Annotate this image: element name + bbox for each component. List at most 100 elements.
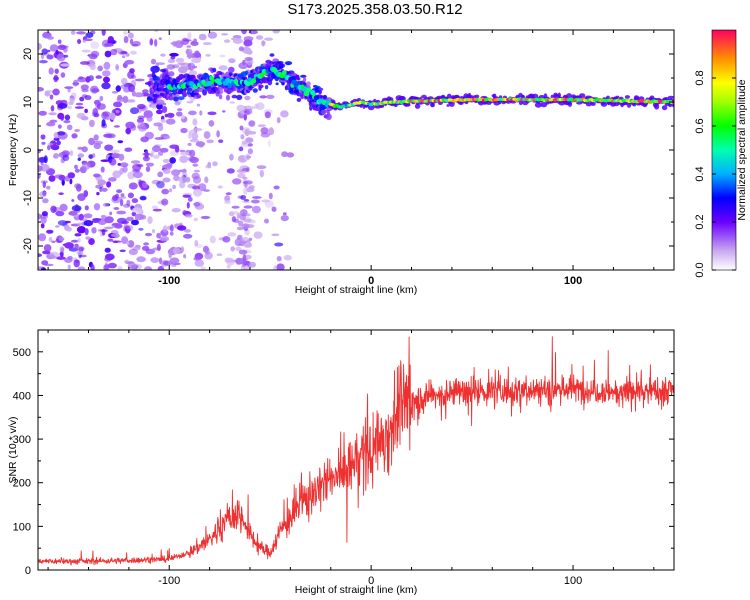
heatmap-noise-blob <box>243 39 253 47</box>
heatmap-noise-blob <box>74 106 84 109</box>
heatmap-ridge-glow <box>667 95 674 99</box>
heatmap-noise-blob <box>161 106 168 113</box>
heatmap-noise-blob <box>225 94 231 101</box>
heatmap-noise-blob <box>74 233 82 237</box>
heatmap-noise-blob <box>77 153 85 158</box>
heatmap-noise-blob <box>172 247 181 255</box>
heatmap-noise-blob <box>177 108 183 111</box>
heatmap-noise-blob <box>59 252 64 257</box>
heatmap-noise-blob <box>161 188 170 195</box>
heatmap-noise-blob <box>218 94 223 100</box>
heatmap-ridge-glow <box>557 92 561 99</box>
heatmap-noise-blob <box>182 194 192 198</box>
heatmap-noise-blob <box>203 131 211 139</box>
heatmap-noise-blob <box>227 232 237 237</box>
heatmap-noise-blob <box>162 177 171 183</box>
snr-x-axis-label: Height of straight line (km) <box>295 584 418 596</box>
heatmap-noise-blob <box>164 113 169 118</box>
heatmap-y-tick-label: 10 <box>22 96 34 108</box>
heatmap-noise-blob <box>64 175 70 182</box>
heatmap-ridge-glow <box>576 101 583 105</box>
heatmap-noise-blob <box>81 146 88 153</box>
heatmap-noise-blob <box>40 52 45 60</box>
heatmap-noise-blob <box>156 103 163 110</box>
heatmap-noise-blob <box>229 153 234 161</box>
colorbar-tick-label: 0.0 <box>694 262 706 277</box>
heatmap-noise-blob <box>70 239 79 243</box>
heatmap-noise-blob <box>253 231 263 239</box>
heatmap-noise-blob <box>101 82 111 90</box>
heatmap-noise-blob <box>91 219 100 223</box>
heatmap-noise-blob <box>271 206 277 212</box>
heatmap-noise-blob <box>130 160 141 164</box>
heatmap-noise-blob <box>120 220 129 225</box>
heatmap-noise-blob <box>272 30 280 34</box>
heatmap-noise-blob <box>126 199 131 207</box>
heatmap-noise-blob <box>238 146 244 152</box>
heatmap-noise-blob <box>176 42 180 46</box>
heatmap-noise-blob <box>171 169 181 177</box>
heatmap-noise-blob <box>57 220 68 226</box>
heatmap-noise-blob <box>40 162 44 166</box>
heatmap-noise-blob <box>181 246 184 253</box>
heatmap-noise-blob <box>99 95 104 102</box>
heatmap-noise-blob <box>158 123 164 132</box>
heatmap-ridge-glow <box>325 113 332 121</box>
heatmap-noise-blob <box>187 197 193 202</box>
heatmap-noise-blob <box>126 216 134 222</box>
heatmap-noise-blob <box>104 226 114 230</box>
heatmap-noise-blob <box>134 78 145 82</box>
heatmap-noise-blob <box>136 256 146 263</box>
heatmap-noise-blob <box>56 53 66 62</box>
heatmap-noise-blob <box>116 189 123 194</box>
heatmap-noise-blob <box>174 101 181 106</box>
heatmap-noise-blob <box>156 243 161 251</box>
heatmap-noise-blob <box>93 173 101 178</box>
heatmap-noise-blob <box>229 101 236 104</box>
heatmap-noise-blob <box>264 37 274 41</box>
heatmap-noise-blob <box>168 251 172 259</box>
heatmap-noise-blob <box>75 102 84 106</box>
heatmap-noise-blob <box>38 173 41 179</box>
heatmap-noise-blob <box>268 192 273 200</box>
heatmap-noise-blob <box>156 62 166 65</box>
heatmap-noise-blob <box>138 124 147 132</box>
heatmap-noise-blob <box>231 216 237 223</box>
heatmap-noise-blob <box>146 115 153 122</box>
heatmap-noise-blob <box>147 216 153 225</box>
heatmap-noise-blob <box>172 40 177 47</box>
heatmap-noise-blob <box>158 37 162 40</box>
heatmap-noise-blob <box>117 94 123 101</box>
heatmap-ridge-glow <box>296 97 302 102</box>
heatmap-noise-blob <box>160 118 166 123</box>
heatmap-ridge-glow <box>264 85 269 90</box>
snr-y-tick-label: 200 <box>13 478 31 490</box>
heatmap-noise-blob <box>236 169 244 173</box>
heatmap-noise-blob <box>162 168 171 174</box>
heatmap-noise-blob <box>188 110 197 116</box>
heatmap-noise-blob <box>152 208 162 212</box>
heatmap-noise-blob <box>179 151 190 156</box>
heatmap-noise-blob <box>124 147 133 152</box>
heatmap-noise-blob <box>38 253 42 257</box>
heatmap-noise-blob <box>47 142 54 146</box>
heatmap-noise-blob <box>46 49 51 53</box>
heatmap-ridge-glow <box>624 95 631 99</box>
heatmap-noise-blob <box>49 255 58 259</box>
heatmap-noise-blob <box>156 180 165 189</box>
heatmap-noise-blob <box>228 58 236 64</box>
heatmap-noise-blob <box>99 186 103 193</box>
heatmap-noise-blob <box>273 265 277 270</box>
heatmap-noise-blob <box>77 193 86 202</box>
heatmap-noise-blob <box>218 65 228 71</box>
heatmap-noise-blob <box>62 154 70 162</box>
heatmap-ridge-glow <box>219 89 224 94</box>
heatmap-noise-blob <box>259 169 264 178</box>
heatmap-noise-blob <box>196 103 201 107</box>
heatmap-noise-blob <box>116 210 127 215</box>
heatmap-noise-blob <box>256 165 267 170</box>
heatmap-noise-blob <box>129 38 134 45</box>
heatmap-noise-blob <box>133 171 143 179</box>
heatmap-noise-blob <box>73 259 80 268</box>
heatmap-noise-blob <box>56 140 61 146</box>
